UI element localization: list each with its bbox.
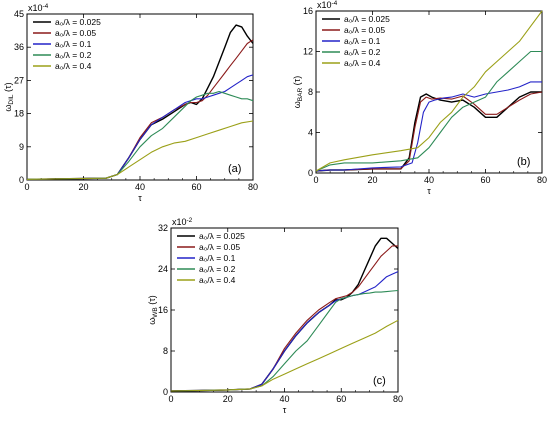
legend-entry: a₀/λ = 0.1 xyxy=(199,253,236,263)
y-tick-label: 16 xyxy=(303,6,313,16)
series-line-3 xyxy=(26,74,254,180)
series-line-3 xyxy=(315,81,542,172)
x-tick-label: 40 xyxy=(279,394,289,404)
x-tick-label: 0 xyxy=(313,175,318,185)
chart-panel-3: 0 20 40 60 80 0 8 16 24 32 τ ωWB (τ) x10-2 (c) a₀/λ = … xyxy=(147,217,403,415)
y-axis-label: ωBAR (τ) xyxy=(292,76,304,108)
chart-panel-2: 0 20 40 60 80 0 4 8 12 16 τ ωBAR (τ) x10-4 (b) a₀/λ = … xyxy=(292,0,547,196)
x-tick-label: 40 xyxy=(135,182,145,192)
x-tick-label: 0 xyxy=(24,182,29,192)
x-tick-label: 60 xyxy=(191,182,201,192)
legend-entry: a₀/λ = 0.1 xyxy=(344,36,381,46)
series-line-3 xyxy=(170,271,399,392)
series-line-5 xyxy=(170,319,399,392)
panel-label: (b) xyxy=(517,156,530,168)
y-tick-label: 8 xyxy=(308,87,313,97)
panel-label: (a) xyxy=(228,163,241,175)
legend-entry: a₀/λ = 0.4 xyxy=(199,275,236,285)
legend-entry: a₀/λ = 0.025 xyxy=(344,14,390,24)
y-tick-label: 32 xyxy=(158,223,168,233)
x-tick-label: 80 xyxy=(248,182,258,192)
x-tick-label: 40 xyxy=(424,175,434,185)
y-exponent-label: x10-4 xyxy=(317,0,338,10)
y-tick-label: 27 xyxy=(14,75,24,85)
legend-entry: a₀/λ = 0.025 xyxy=(55,17,101,27)
y-tick-label: 24 xyxy=(158,264,168,274)
series-line-4 xyxy=(26,90,254,180)
x-tick-label: 60 xyxy=(336,394,346,404)
panel-label: (c) xyxy=(373,375,386,387)
legend-entry: a₀/λ = 0.4 xyxy=(55,61,92,71)
legend-entry: a₀/λ = 0.05 xyxy=(55,28,96,38)
y-tick-label: 0 xyxy=(163,387,168,397)
legend-entry: a₀/λ = 0.2 xyxy=(199,264,236,274)
x-axis-label: τ xyxy=(138,193,142,203)
y-tick-label: 4 xyxy=(308,128,313,138)
legend-entry: a₀/λ = 0.2 xyxy=(55,50,92,60)
x-tick-label: 80 xyxy=(537,175,547,185)
y-tick-label: 0 xyxy=(308,168,313,178)
y-tick-label: 0 xyxy=(19,175,24,185)
legend-entry: a₀/λ = 0.025 xyxy=(199,231,245,241)
x-tick-label: 20 xyxy=(78,182,88,192)
y-axis-label: ωDIL (τ) xyxy=(3,82,15,111)
legend-entry: a₀/λ = 0.2 xyxy=(344,47,381,57)
y-tick-label: 36 xyxy=(14,42,24,52)
y-tick-label: 12 xyxy=(303,47,313,57)
legend-entry: a₀/λ = 0.4 xyxy=(344,58,381,68)
y-tick-label: 16 xyxy=(158,305,168,315)
x-tick-label: 60 xyxy=(480,175,490,185)
series-line-4 xyxy=(170,289,399,392)
legend-entry: a₀/λ = 0.05 xyxy=(344,25,385,35)
series-line-4 xyxy=(315,50,542,172)
series-line-2 xyxy=(315,91,543,172)
chart-panel-1: 0 20 40 60 80 0 9 18 27 36 45 τ ωDIL (τ) x10-4 (a) a₀/λ… xyxy=(3,3,258,203)
y-exponent-label: x10-2 xyxy=(172,217,193,227)
legend-entry: a₀/λ = 0.05 xyxy=(199,242,240,252)
x-axis-label: τ xyxy=(427,186,431,196)
y-tick-label: 18 xyxy=(14,109,24,119)
y-tick-label: 8 xyxy=(163,346,168,356)
y-axis-label: ωWB (τ) xyxy=(147,295,159,325)
series-line-5 xyxy=(26,120,254,180)
x-tick-label: 20 xyxy=(367,175,377,185)
x-axis-label: τ xyxy=(283,405,287,415)
legend-entry: a₀/λ = 0.1 xyxy=(55,39,92,49)
y-exponent-label: x10-4 xyxy=(28,3,49,13)
y-tick-label: 9 xyxy=(19,142,24,152)
x-tick-label: 80 xyxy=(393,394,403,404)
y-tick-label: 45 xyxy=(14,9,24,19)
x-tick-label: 20 xyxy=(223,394,233,404)
series-line-5 xyxy=(315,10,543,172)
x-tick-label: 0 xyxy=(168,394,173,404)
